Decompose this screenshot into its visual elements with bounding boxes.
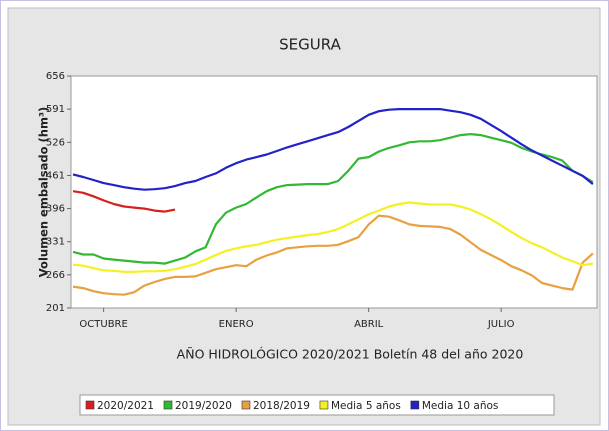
series-line (72, 133, 594, 265)
legend-swatch (319, 400, 329, 410)
y-tick-label: 526 (46, 137, 65, 148)
x-axis-title: AÑO HIDROLÓGICO 2020/2021 Boletín 48 del… (177, 347, 524, 362)
x-tick-label: JULIO (487, 319, 515, 330)
series-line (72, 214, 594, 296)
legend-swatch (85, 400, 95, 410)
y-tick-label: 656 (46, 71, 65, 82)
series-line (72, 108, 594, 191)
legend-swatch (163, 400, 173, 410)
y-axis-title: Volumen embalsado (hm³) (37, 107, 51, 277)
legend-label: 2020/2021 (97, 400, 154, 412)
legend-label: 2018/2019 (253, 400, 310, 412)
legend-swatch (241, 400, 251, 410)
y-tick-label: 201 (46, 303, 65, 314)
x-tick-label: ABRIL (354, 319, 384, 330)
x-tick-label: ENERO (219, 319, 254, 330)
chart-title: SEGURA (279, 36, 341, 54)
plot-area (70, 75, 598, 309)
y-tick-label: 591 (46, 104, 65, 115)
legend-label: Media 5 años (331, 400, 401, 412)
y-tick-label: 331 (46, 237, 65, 248)
y-tick-label: 396 (46, 204, 65, 215)
legend-swatch (410, 400, 420, 410)
legend-label: Media 10 años (422, 400, 499, 412)
y-tick-label: 461 (46, 170, 65, 181)
y-tick-label: 266 (46, 270, 65, 281)
legend-label: 2019/2020 (175, 400, 232, 412)
series-line (72, 190, 176, 213)
x-tick-label: OCTUBRE (79, 319, 127, 330)
series-line (72, 201, 594, 273)
legend-box (79, 394, 555, 416)
